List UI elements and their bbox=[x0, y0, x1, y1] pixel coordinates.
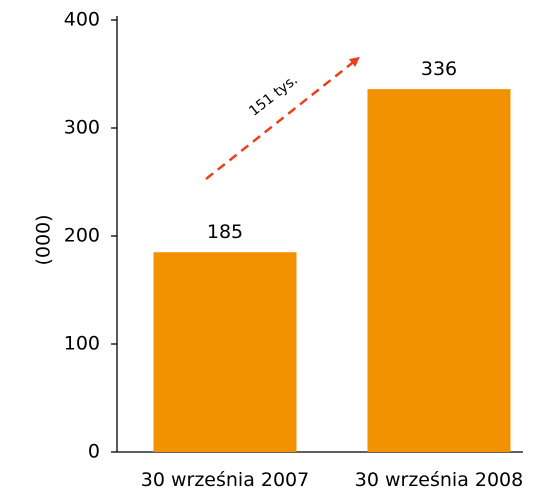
y-axis-title: (000) bbox=[33, 214, 55, 265]
annotation-arrow bbox=[205, 56, 360, 180]
y-tick-label: 400 bbox=[64, 9, 100, 31]
y-axis-ticks: 0 100 200 300 400 bbox=[64, 9, 117, 463]
annotation-label: 151 tys. bbox=[246, 72, 301, 120]
y-tick-label: 100 bbox=[64, 333, 100, 355]
bar bbox=[153, 252, 297, 452]
x-category-label: 30 września 2007 bbox=[141, 469, 310, 491]
labels: 185 30 września 2007 336 30 września 2008 bbox=[141, 58, 524, 491]
annotation: 151 tys. bbox=[205, 56, 360, 180]
y-tick-label: 0 bbox=[88, 441, 100, 463]
bar-value-label: 185 bbox=[207, 221, 243, 243]
bar bbox=[367, 89, 511, 453]
x-category-label: 30 września 2008 bbox=[355, 469, 524, 491]
bar-value-label: 336 bbox=[421, 58, 457, 80]
bars bbox=[153, 89, 511, 453]
y-tick-label: 200 bbox=[64, 225, 100, 247]
y-tick-label: 300 bbox=[64, 117, 100, 139]
